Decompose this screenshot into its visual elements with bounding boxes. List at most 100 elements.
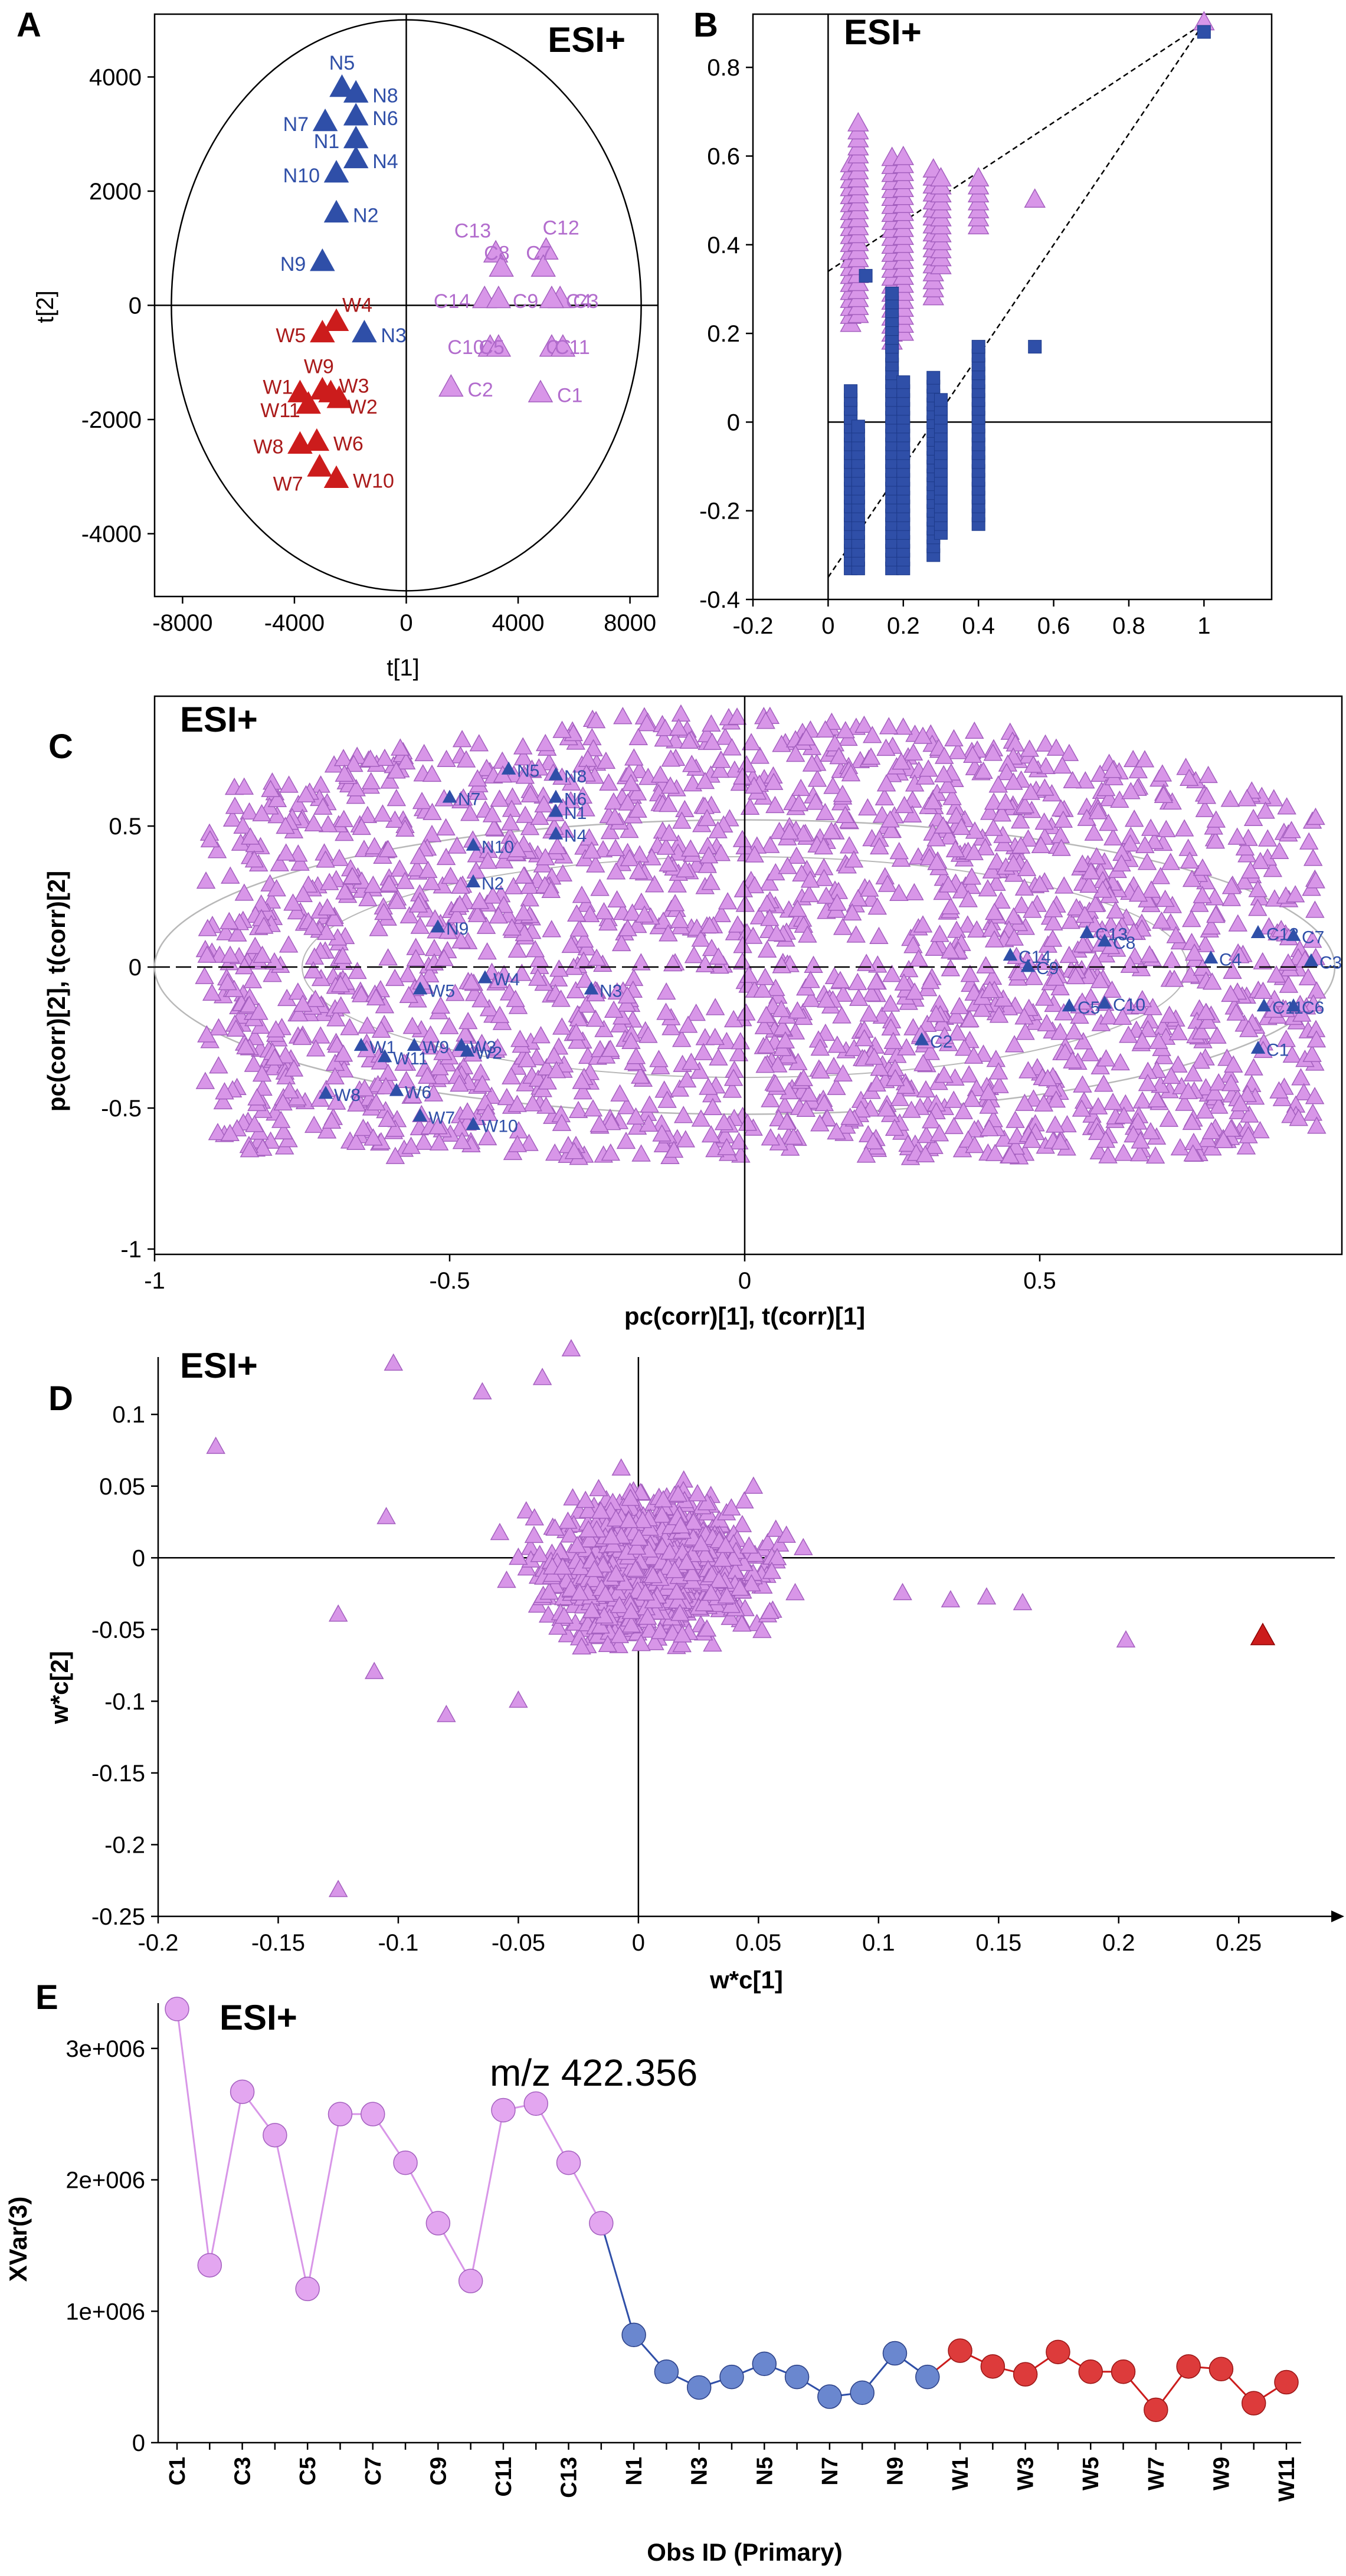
- panel-c-variable-marker: [387, 761, 406, 779]
- panel-e-point-n5: [752, 2351, 777, 2377]
- panel-c-variable-marker: [606, 862, 626, 880]
- panel-a-label-c13: C13: [454, 219, 491, 242]
- panel-c-variable-marker: [1277, 797, 1296, 815]
- panel-c-variable-marker: [407, 858, 427, 877]
- panel-c-variable-marker: [858, 798, 877, 816]
- panel-c-variable-marker: [827, 893, 847, 911]
- panel-c-variable-marker: [987, 873, 1006, 891]
- panel-c-variable-marker: [833, 984, 853, 1002]
- panel-c-variable-marker: [1305, 900, 1325, 918]
- panel-a-ytick-label: 0: [129, 293, 142, 319]
- panel-c-variable-marker: [573, 1082, 593, 1100]
- panel-c-variable-marker: [266, 1020, 286, 1038]
- panel-c-variable-marker: [1034, 988, 1054, 1006]
- panel-c-variable-marker: [1141, 818, 1161, 836]
- panel-a-letter: A: [17, 6, 41, 44]
- panel-c-variable-marker: [490, 1005, 510, 1023]
- panel-c-variable-marker: [397, 1070, 416, 1089]
- panel-c-variable-marker: [767, 923, 787, 942]
- panel-e-point-c2: [197, 2253, 222, 2278]
- panel-c-variable-marker: [1050, 1132, 1070, 1150]
- panel-c-variable-marker: [1132, 989, 1152, 1008]
- panel-c-variable-marker: [616, 1131, 636, 1149]
- panel-c-variable-marker: [1183, 1064, 1203, 1081]
- panel-c-variable-marker: [422, 824, 442, 843]
- panel-c-variable-marker: [618, 793, 638, 811]
- panel-c-variable-marker: [506, 989, 525, 1007]
- panel-c-variable-marker: [198, 919, 218, 936]
- panel-c-variable-marker: [200, 830, 220, 848]
- panel-d-variable-marker: [490, 1522, 510, 1541]
- panel-c-variable-marker: [473, 1074, 492, 1092]
- panel-c-variable-marker: [290, 853, 310, 871]
- panel-c-variable-marker: [221, 866, 240, 884]
- panel-e-xtick-label: C11: [492, 2457, 516, 2497]
- panel-c-variable-marker: [789, 794, 809, 812]
- panel-c-variable-marker: [236, 1037, 256, 1054]
- panel-d-ytick-label: -0.15: [91, 1761, 145, 1787]
- panel-c-variable-marker: [1223, 1055, 1243, 1073]
- panel-c-variable-marker: [626, 1107, 646, 1125]
- panel-c-variable-marker: [827, 1077, 846, 1095]
- panel-c-variable-marker: [1065, 1022, 1084, 1040]
- panel-c-variable-marker: [800, 870, 820, 888]
- panel-c-variable-marker: [792, 864, 811, 881]
- panel-c-variable-marker: [744, 776, 764, 794]
- panel-c-variable-marker: [862, 984, 882, 1002]
- panel-c-variable-marker: [667, 875, 687, 893]
- panel-c-variable-marker: [378, 948, 398, 966]
- panel-c-variable-marker: [535, 848, 555, 866]
- panel-c-variable-marker: [1196, 1078, 1216, 1096]
- panel-c-variable-marker: [810, 1114, 830, 1132]
- panel-c-variable-marker: [964, 1046, 984, 1064]
- panel-b-q2-marker: [885, 286, 899, 300]
- panel-c-variable-marker: [318, 815, 338, 833]
- panel-c-variable-marker: [1250, 1120, 1270, 1139]
- panel-c-variable-marker: [703, 1097, 723, 1115]
- panel-c-variable-marker: [1103, 761, 1122, 778]
- panel-c-variable-marker: [1035, 778, 1054, 796]
- panel-e-series-segment: [274, 2135, 309, 2289]
- panel-a-ytick-label: 4000: [89, 64, 142, 90]
- panel-c-obs-label-c9: C9: [1036, 959, 1059, 978]
- panel-c-variable-marker: [1206, 810, 1226, 828]
- panel-c-variable-marker: [997, 762, 1017, 781]
- panel-e-xtick-label: N3: [687, 2457, 712, 2486]
- panel-c-variable-marker: [946, 1006, 966, 1024]
- panel-d-ytick-label: -0.2: [104, 1832, 145, 1858]
- panel-c-variable-marker: [691, 1109, 711, 1127]
- panel-c-variable-marker: [684, 946, 704, 963]
- panel-c-variable-marker: [1226, 1003, 1246, 1021]
- panel-c-variable-marker: [1253, 981, 1273, 999]
- panel-c-variable-marker: [311, 1026, 330, 1044]
- panel-c-variable-marker: [705, 1027, 725, 1046]
- panel-c-variable-marker: [1087, 847, 1106, 865]
- panel-a-label-w7: W7: [273, 473, 303, 495]
- panel-c-variable-marker: [579, 828, 599, 846]
- panel-c-obs-label-w4: W4: [493, 970, 520, 989]
- panel-d-variables: [206, 1339, 1276, 1897]
- panel-c-variable-marker: [395, 819, 415, 837]
- panel-a-label-c2: C2: [467, 379, 493, 401]
- panel-c-variable-marker: [1135, 750, 1155, 768]
- panel-c-variable-marker: [456, 1024, 475, 1042]
- panel-c-variable-marker: [620, 848, 640, 867]
- panel-c-variable-marker: [677, 1070, 697, 1088]
- panel-c-variable-marker: [441, 866, 460, 884]
- panel-c-ylabel: pc(corr)[2], t(corr)[2]: [42, 871, 70, 1112]
- panel-c-variable-marker: [284, 1059, 304, 1077]
- panel-c-variable-marker: [1046, 1090, 1066, 1108]
- panel-c-variable-marker: [830, 971, 850, 988]
- panel-c-variable-marker: [867, 897, 887, 915]
- panel-a-marker-c12: [533, 237, 559, 260]
- panel-c-variable-marker: [195, 1071, 215, 1089]
- panel-c-variable-marker: [898, 1134, 918, 1152]
- panel-c-variable-marker: [385, 1119, 405, 1137]
- panel-c-variable-marker: [276, 1046, 296, 1064]
- panel-c-variable-marker: [1052, 838, 1071, 856]
- panel-c-variable-marker: [1223, 961, 1242, 979]
- panel-c-variable-marker: [621, 774, 641, 791]
- panel-c-variable-marker: [1228, 914, 1248, 932]
- panel-c-variable-marker: [335, 823, 354, 841]
- panel-c-variable-marker: [690, 1061, 709, 1079]
